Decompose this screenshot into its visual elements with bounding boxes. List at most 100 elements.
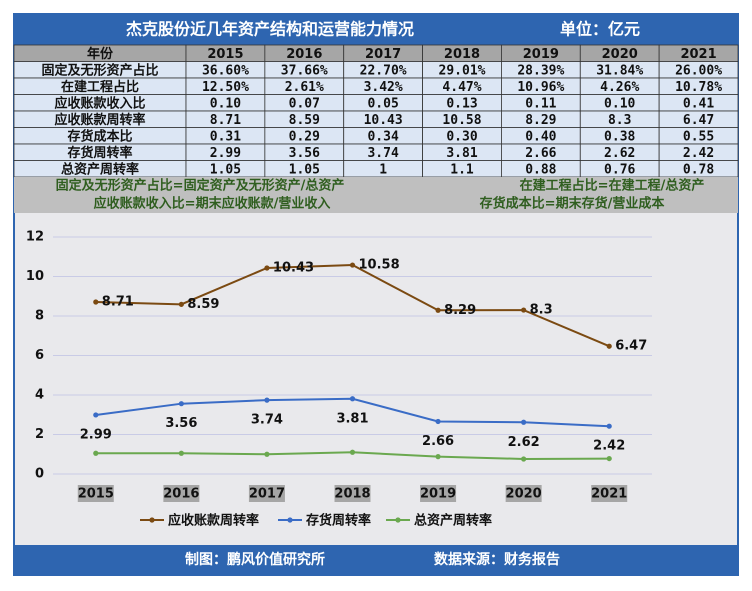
cell-value: 36.60% <box>202 63 249 78</box>
data-label: 8.59 <box>187 297 219 312</box>
unit: 单位：亿元 <box>560 20 640 39</box>
x-tick-label: 2017 <box>249 487 285 502</box>
cell-value: 1 <box>379 162 387 177</box>
cell-value: 0.05 <box>367 96 398 111</box>
cell-value: 0.07 <box>289 96 320 111</box>
cell-value: 0.13 <box>446 96 477 111</box>
data-point <box>435 454 441 460</box>
cell-value: 8.3 <box>608 113 631 128</box>
x-label-box <box>591 485 628 502</box>
legend-marker <box>395 517 401 523</box>
x-label-box <box>334 485 371 502</box>
cell-value: 6.47 <box>683 113 714 128</box>
data-point <box>521 307 527 313</box>
data-label: 8.3 <box>530 303 553 318</box>
data-point <box>264 397 270 403</box>
row-label: 应收账款周转率 <box>54 112 145 128</box>
cell-value: 2.61% <box>285 80 324 95</box>
y-tick-label: 10 <box>26 269 44 284</box>
cell-value: 4.26% <box>600 80 639 95</box>
cell-value: 2.42 <box>683 146 714 161</box>
cell-value: 0.30 <box>446 129 477 144</box>
cell-value: 0.88 <box>525 162 556 177</box>
data-label: 8.29 <box>444 303 476 318</box>
data-label: 6.47 <box>615 339 647 354</box>
cell-value: 0.10 <box>210 96 241 111</box>
data-point <box>435 307 441 313</box>
cell-value: 0.34 <box>367 129 398 144</box>
data-point <box>606 423 612 429</box>
data-point <box>178 450 184 456</box>
title: 杰克股份近几年资产结构和运营能力情况 <box>126 20 414 39</box>
y-tick-label: 8 <box>35 309 44 324</box>
row-label: 存货周转率 <box>67 145 132 161</box>
data-point <box>93 412 99 418</box>
data-point <box>93 299 99 305</box>
column-header: 2018 <box>444 47 480 62</box>
cell-value: 1.05 <box>289 162 320 177</box>
x-tick-label: 2016 <box>163 487 199 502</box>
y-tick-label: 6 <box>35 348 44 363</box>
data-point <box>521 419 527 425</box>
row-label: 总资产周转率 <box>61 161 139 177</box>
note: 存货成本比=期末存货/营业成本 <box>480 196 665 212</box>
data-label: 2.66 <box>422 434 454 449</box>
data-label: 10.58 <box>359 258 400 273</box>
cell-value: 0.40 <box>525 129 556 144</box>
cell-value: 2.66 <box>525 146 556 161</box>
cell-value: 31.84% <box>596 63 643 78</box>
x-label-box <box>420 485 457 502</box>
cell-value: 3.74 <box>367 146 398 161</box>
data-label: 3.74 <box>251 413 283 428</box>
cell-value: 8.29 <box>525 113 556 128</box>
legend-label: 应收账款周转率 <box>168 513 259 529</box>
column-header: 2019 <box>523 47 559 62</box>
cell-value: 1.1 <box>450 162 474 177</box>
y-tick-label: 0 <box>35 467 44 482</box>
data-label: 2.99 <box>80 427 112 442</box>
y-tick-label: 2 <box>35 427 44 442</box>
row-label: 应收账款收入比 <box>54 95 145 111</box>
cell-value: 3.56 <box>289 146 320 161</box>
footer-source: 数据来源：财务报告 <box>434 551 560 568</box>
column-header: 年份 <box>87 46 114 62</box>
cell-value: 28.39% <box>517 63 564 78</box>
row-label: 在建工程占比 <box>61 79 139 95</box>
legend-marker <box>149 517 155 523</box>
cell-value: 0.76 <box>604 162 635 177</box>
column-header: 2015 <box>207 47 243 62</box>
data-label: 3.56 <box>165 416 197 431</box>
data-label: 10.43 <box>273 261 314 276</box>
cell-value: 0.11 <box>525 96 556 111</box>
legend-marker <box>287 517 293 523</box>
x-label-box <box>505 485 542 502</box>
data-point <box>178 301 184 307</box>
data-label: 2.62 <box>508 435 540 450</box>
data-point <box>93 450 99 456</box>
data-point <box>349 262 356 268</box>
data-point <box>178 401 184 407</box>
cell-value: 29.01% <box>439 63 486 78</box>
cell-value: 2.62 <box>604 146 635 161</box>
cell-value: 10.96% <box>517 80 564 95</box>
column-header: 2020 <box>602 47 638 62</box>
x-tick-label: 2021 <box>591 487 627 502</box>
footer-credit: 制图：鹏风价值研究所 <box>185 551 325 568</box>
cell-value: 4.47% <box>442 80 481 95</box>
column-header: 2016 <box>286 47 322 62</box>
cell-value: 0.55 <box>683 129 714 144</box>
data-point <box>606 455 612 462</box>
cell-value: 3.81 <box>446 146 477 161</box>
cell-value: 8.59 <box>289 113 320 128</box>
x-label-box <box>77 485 114 502</box>
cell-value: 0.10 <box>604 96 635 111</box>
data-point <box>349 396 356 402</box>
x-tick-label: 2020 <box>506 487 542 502</box>
cell-value: 0.41 <box>683 96 714 111</box>
x-tick-label: 2018 <box>334 487 370 502</box>
data-point <box>521 456 527 462</box>
cell-value: 22.70% <box>360 63 407 78</box>
cell-value: 10.58 <box>442 113 481 128</box>
y-tick-label: 4 <box>35 388 44 403</box>
